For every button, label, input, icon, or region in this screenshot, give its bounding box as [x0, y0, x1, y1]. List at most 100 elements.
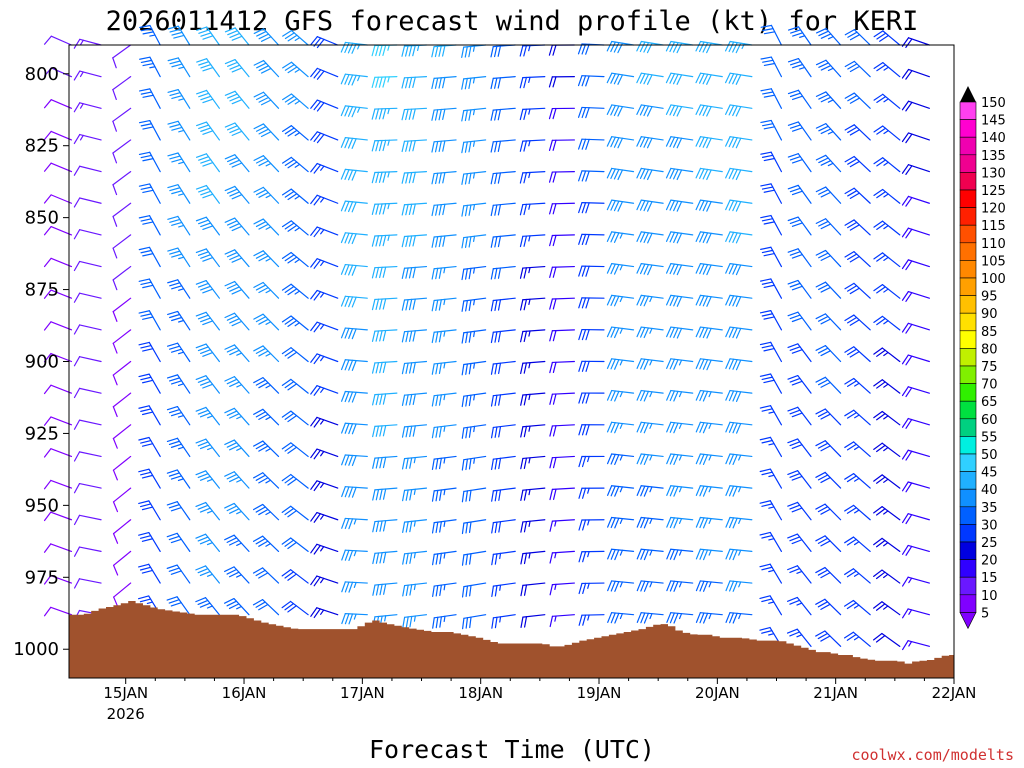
wind-barb [371, 107, 398, 120]
wind-barb [788, 26, 812, 46]
wind-barb [873, 537, 901, 553]
wind-barb [902, 640, 930, 651]
wind-barb [138, 500, 161, 521]
wind-barb [73, 546, 102, 557]
colorbar-segment [959, 471, 977, 490]
wind-barb [787, 279, 812, 299]
wind-barb [815, 27, 842, 46]
wind-barb [281, 283, 309, 299]
wind-barb [340, 232, 368, 245]
wind-barb [461, 139, 487, 154]
wind-barb [310, 36, 339, 49]
colorbar-label: 30 [981, 518, 998, 533]
wind-barb [724, 40, 753, 54]
wind-barb [636, 263, 664, 276]
y-tick-label: 900 [25, 352, 59, 373]
colorbar-label: 110 [981, 237, 1006, 252]
wind-barb [665, 40, 694, 54]
wind-barb [695, 263, 723, 276]
colorbar-segment [959, 418, 977, 437]
wind-barb [636, 294, 664, 307]
wind-barb [549, 550, 575, 564]
wind-barb [725, 548, 753, 561]
x-tick-label: 22JAN [932, 684, 977, 702]
wind-barb [224, 90, 250, 109]
wind-barb [787, 311, 812, 331]
wind-barb [195, 248, 220, 268]
wind-barb [578, 202, 605, 214]
wind-barb [873, 347, 901, 363]
wind-barb [787, 248, 812, 268]
wind-barb [431, 455, 457, 471]
wind-barb [519, 76, 546, 89]
wind-barb [73, 38, 102, 49]
wind-barb [520, 582, 546, 597]
wind-barb [549, 329, 575, 342]
wind-barb [725, 358, 753, 371]
wind-barb [461, 202, 487, 217]
wind-barb [112, 139, 132, 164]
wind-barb [310, 194, 339, 206]
colorbar-segment [959, 136, 977, 156]
wind-barb [167, 57, 191, 78]
wind-barb [196, 26, 220, 46]
wind-barb [224, 122, 250, 141]
wind-barb [844, 346, 871, 363]
wind-barb [372, 424, 398, 438]
wind-barb [310, 575, 339, 587]
wind-barb [112, 171, 132, 196]
wind-barb [548, 76, 575, 88]
wind-barb [636, 136, 664, 149]
wind-barb [310, 289, 339, 301]
wind-barb [281, 378, 309, 394]
wind-barb [43, 511, 73, 522]
wind-barb [815, 471, 842, 489]
colorbar-label: 95 [981, 290, 998, 305]
colorbar-arrow-top [960, 86, 976, 102]
wind-barb [901, 481, 930, 493]
wind-barb [636, 358, 664, 370]
wind-barb [901, 322, 930, 334]
wind-barb [873, 125, 901, 141]
wind-barb [73, 514, 102, 526]
wind-barb [760, 56, 783, 78]
wind-barb [401, 76, 428, 89]
wind-barb [167, 342, 191, 363]
color-bar: 1501451401351301251201151101051009590858… [959, 86, 1006, 630]
wind-barb [401, 455, 428, 470]
wind-barb [873, 506, 901, 521]
wind-barb [340, 168, 368, 181]
wind-barb [431, 76, 457, 90]
terrain [69, 601, 954, 678]
wind-barb [665, 231, 694, 244]
wind-barb [606, 167, 635, 181]
wind-barb [340, 137, 368, 150]
wind-barb [666, 516, 694, 529]
wind-barb [461, 582, 487, 598]
wind-barb [787, 501, 812, 521]
wind-barb [310, 131, 339, 144]
wind-barb [759, 341, 783, 363]
wind-barb [73, 387, 102, 399]
wind-barb [578, 265, 605, 277]
colorbar-label: 35 [981, 501, 998, 516]
wind-barb [167, 279, 191, 299]
wind-barb [73, 578, 102, 589]
wind-barb [520, 614, 546, 628]
wind-barb [112, 202, 132, 227]
colorbar-label: 65 [981, 395, 998, 410]
wind-barb [787, 438, 812, 458]
wind-barb [520, 424, 546, 438]
wind-barb [340, 327, 368, 340]
wind-barb [253, 345, 280, 363]
wind-barb [253, 281, 280, 299]
wind-barb [666, 389, 694, 402]
colorbar-segment [959, 594, 977, 613]
x-axis: 15JAN 2026 16JAN 17JAN 18JAN 19JAN 20JAN 21JAN 2… [103, 678, 976, 723]
wind-barb [815, 91, 842, 109]
wind-barb [519, 139, 546, 152]
wind-barb [401, 44, 428, 57]
wind-barb [491, 487, 516, 502]
wind-barb [431, 329, 457, 344]
wind-barb [725, 72, 753, 85]
